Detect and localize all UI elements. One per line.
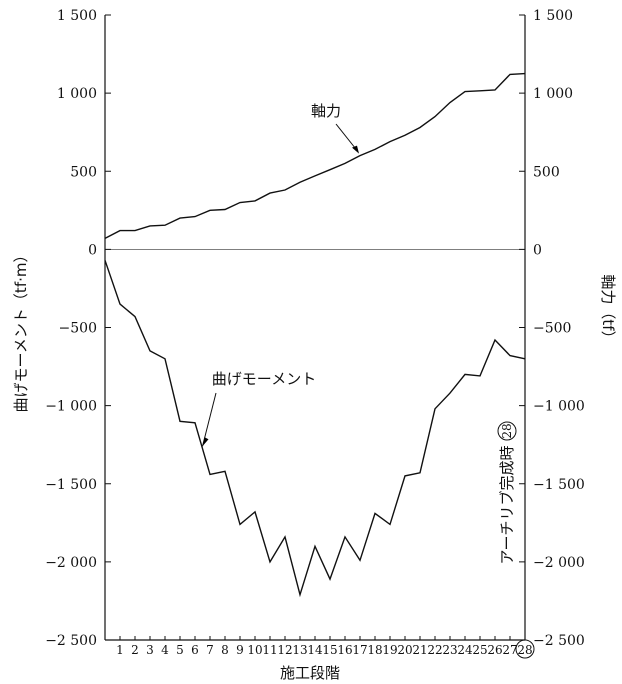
y-tick-label-right: −1 000 bbox=[533, 399, 585, 415]
x-axis-label: 施工段階 bbox=[280, 664, 340, 682]
y-axis-label-right: 軸力（tf） bbox=[599, 274, 617, 345]
x-tick-label: 22 bbox=[427, 643, 442, 657]
y-tick-label-left: 1 500 bbox=[57, 8, 97, 24]
series-group bbox=[104, 72, 526, 598]
y-tick-label-left: 0 bbox=[88, 242, 97, 258]
x-tick-label: 7 bbox=[206, 643, 214, 657]
y-tick-label-left: −1 500 bbox=[45, 477, 97, 493]
y-tick-label-right: −2 500 bbox=[533, 633, 585, 649]
x-tick-label: 20 bbox=[397, 643, 412, 657]
x-tick-label: 8 bbox=[221, 643, 229, 657]
x-tick-label: 3 bbox=[146, 643, 154, 657]
y-tick-label-left: 1 000 bbox=[57, 86, 97, 102]
annotation-marker-number: 28 bbox=[500, 423, 514, 438]
x-tick-label: 19 bbox=[382, 643, 397, 657]
x-tick-label: 16 bbox=[337, 643, 352, 657]
series-line-0 bbox=[104, 72, 526, 240]
y-tick-label-right: 0 bbox=[533, 242, 542, 258]
axes: 1 500 1 500 1 000 1 000 500 500 0 0 −500 −500 −1 0… bbox=[45, 8, 585, 659]
annotation-arrow-moment bbox=[202, 437, 209, 447]
x-tick-circle bbox=[515, 639, 535, 659]
x-tick-label: 1 bbox=[116, 643, 124, 657]
x-tick-label: 10 bbox=[247, 643, 262, 657]
y-tick-label-left: 500 bbox=[70, 164, 97, 180]
x-tick-label: 17 bbox=[352, 643, 367, 657]
y-tick-label-right: 500 bbox=[533, 164, 560, 180]
y-tick-label-left: −2 500 bbox=[45, 633, 97, 649]
annotation-arch-rib-complete: アーチリブ完成時 bbox=[498, 445, 516, 564]
y-tick-label-right: −1 500 bbox=[533, 477, 585, 493]
annotation-axial-force: 軸力 bbox=[311, 102, 341, 120]
x-tick-label: 27 bbox=[502, 643, 517, 657]
x-tick-label: 23 bbox=[442, 643, 457, 657]
x-tick-label: 11 bbox=[262, 643, 277, 657]
x-tick-label: 2 bbox=[131, 643, 139, 657]
x-tick-label: 25 bbox=[472, 643, 487, 657]
x-tick-label: 6 bbox=[191, 643, 199, 657]
x-tick-label: 28 bbox=[517, 643, 532, 657]
y-tick-label-right: 1 000 bbox=[533, 86, 573, 102]
x-tick-label: 21 bbox=[412, 643, 427, 657]
y-tick-label-left: −2 000 bbox=[45, 555, 97, 571]
x-tick-label: 5 bbox=[176, 643, 184, 657]
y-tick-label-right: −2 000 bbox=[533, 555, 585, 571]
x-tick-label: 18 bbox=[367, 643, 382, 657]
series-line-1 bbox=[104, 260, 526, 598]
annotation-bending-moment: 曲げモーメント bbox=[212, 370, 316, 388]
x-tick-label: 9 bbox=[236, 643, 244, 657]
x-tick-label: 4 bbox=[161, 643, 169, 657]
x-tick-label: 13 bbox=[292, 643, 307, 657]
x-tick-label: 24 bbox=[457, 643, 473, 657]
annotation-marker-circle bbox=[497, 421, 517, 441]
x-tick-label: 15 bbox=[322, 643, 337, 657]
annotation-arrow-axial bbox=[352, 145, 359, 154]
y-tick-label-right: 1 500 bbox=[533, 8, 573, 24]
x-tick-label: 14 bbox=[307, 643, 323, 657]
y-tick-label-right: −500 bbox=[533, 321, 571, 337]
x-tick-label: 12 bbox=[277, 643, 292, 657]
y-tick-label-left: −1 000 bbox=[45, 399, 97, 415]
y-axis-label-left: 曲げモーメント（tf·m） bbox=[12, 248, 30, 413]
y-tick-label-left: −500 bbox=[59, 321, 97, 337]
x-tick-label: 26 bbox=[487, 643, 502, 657]
